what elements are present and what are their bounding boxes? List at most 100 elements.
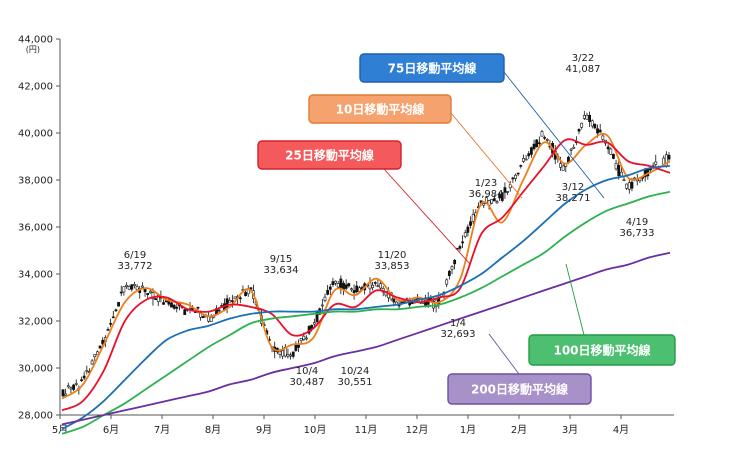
candle-body (148, 290, 152, 294)
x-tick-label: 6月 (103, 424, 119, 436)
x-tick-label: 4月 (613, 424, 629, 436)
candle-body (545, 139, 549, 141)
candle-body (519, 165, 523, 167)
candle-body (376, 285, 380, 287)
x-tick-label: 7月 (154, 424, 170, 436)
candle-body (537, 142, 541, 145)
candle-body (196, 306, 200, 309)
legend: 75日移動平均線 10日移動平均線 25日移動平均線 100日移動平均線 200日移動平… (257, 53, 676, 405)
candle-body (511, 177, 515, 180)
candle-body (289, 354, 292, 357)
candle-body (585, 114, 589, 120)
legend-leader (565, 263, 585, 336)
candle-body (249, 287, 253, 290)
annotation-date: 10/24 (341, 366, 370, 377)
annotation-value: 33,634 (264, 265, 299, 276)
annotation-value: 36,733 (620, 228, 655, 239)
candle-body (532, 143, 536, 150)
candle-body (69, 387, 73, 390)
candle-body (323, 296, 327, 301)
candle-body (598, 129, 602, 133)
candle-body (466, 226, 470, 233)
candle-body (522, 157, 525, 162)
y-tick-label: 42,000 (18, 82, 53, 93)
candle-body (122, 286, 126, 293)
candle-body (72, 384, 75, 390)
candle-body (140, 285, 144, 288)
candle-body (66, 385, 70, 388)
annotation-date: 6/19 (124, 250, 146, 261)
candle-body (654, 161, 658, 165)
candle-body (61, 389, 65, 397)
y-tick-label: 32,000 (18, 317, 53, 328)
candle-body (130, 284, 134, 290)
annotation-value: 33,853 (375, 261, 410, 272)
legend-leader (503, 71, 605, 199)
candle-body (529, 147, 533, 155)
candle-body (450, 266, 454, 270)
y-tick-label: 40,000 (18, 129, 53, 140)
candle-body (590, 120, 594, 127)
candle-body (74, 383, 78, 385)
candle-body (630, 181, 634, 189)
annotation-value: 36,984 (469, 189, 504, 200)
candle-body (101, 339, 105, 345)
candle-body (379, 283, 382, 289)
annotation-date: 1/4 (450, 318, 466, 329)
annotation-date: 9/15 (270, 254, 292, 265)
candle-body (596, 128, 599, 134)
candle-body (543, 137, 547, 139)
candle-body (469, 221, 472, 226)
legend-label: 75日移動平均線 (388, 61, 477, 76)
candle-body (146, 293, 150, 295)
annotation-date: 3/12 (562, 182, 584, 193)
series-line (61, 165, 671, 430)
candle-body (302, 335, 306, 340)
candle-body (471, 214, 475, 222)
candle-body (347, 283, 351, 287)
candle-body (96, 351, 99, 356)
candle-body (561, 165, 565, 171)
y-tick-label: 30,000 (18, 364, 53, 375)
candle-body (492, 198, 496, 202)
moving-average-lines (61, 132, 671, 435)
candle-body (463, 232, 467, 237)
y-unit-label: (円) (26, 45, 40, 54)
annotation-date: 4/19 (626, 217, 648, 228)
legend-leader (450, 112, 523, 199)
candle-body (209, 316, 213, 323)
candle-body (170, 302, 173, 308)
candle-body (175, 306, 179, 309)
candle-body (447, 270, 451, 277)
series-line (61, 138, 671, 412)
legend-box (359, 53, 505, 83)
annotation-date: 10/4 (296, 366, 318, 377)
candle-body (164, 300, 168, 303)
legend-label: 25日移動平均線 (285, 148, 374, 163)
candle-body (569, 148, 573, 151)
x-tick-label: 5月 (52, 424, 68, 436)
legend-box (308, 94, 452, 124)
candle-body (357, 287, 361, 292)
legend-leader (383, 168, 471, 265)
candle-body (667, 154, 671, 160)
annotation-date: 1/23 (475, 178, 497, 189)
candle-body (627, 182, 631, 190)
candle-body (133, 284, 136, 286)
candle-body (482, 203, 486, 206)
annotation-value: 30,551 (338, 377, 373, 388)
annotation-value: 41,087 (566, 64, 601, 75)
candle-body (320, 304, 324, 307)
candle-body (93, 354, 97, 358)
candle-body (111, 316, 115, 319)
y-tick-label: 28,000 (18, 411, 53, 422)
candle-body (336, 283, 340, 288)
x-tick-label: 11月 (355, 424, 378, 436)
candle-body (524, 158, 528, 161)
legend-label: 200日移動平均線 (471, 382, 568, 397)
candle-body (577, 129, 581, 132)
candle-body (278, 351, 282, 355)
candle-body (662, 157, 666, 165)
candle-body (294, 344, 298, 351)
